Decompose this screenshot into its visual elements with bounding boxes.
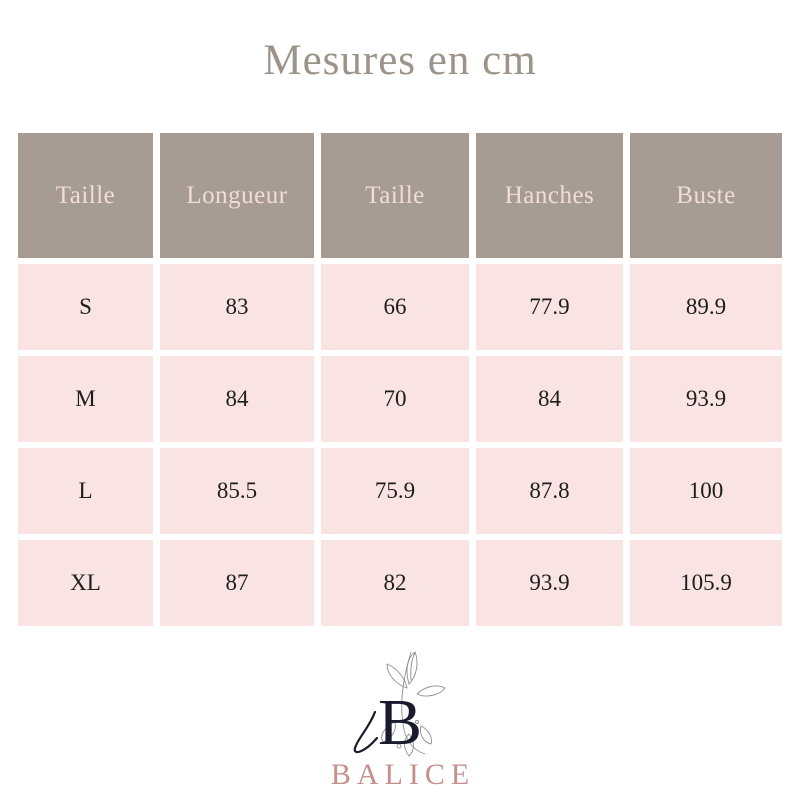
cell-xl-taille: 82 [321,540,469,626]
cell-m-longueur: 84 [160,356,314,442]
header-cell-taille-size: Taille [18,133,153,258]
cell-l-taille: 75.9 [321,448,469,534]
cell-s-buste: 89.9 [630,264,782,350]
header-cell-hanches: Hanches [476,133,623,258]
header-cell-buste: Buste [630,133,782,258]
page-title: Mesures en cm [263,37,537,84]
monogram-swash [353,710,379,754]
cell-s-taille: 66 [321,264,469,350]
cell-size-xl: XL [18,540,153,626]
cell-l-longueur: 85.5 [160,448,314,534]
monogram-letter: B [378,686,422,758]
cell-xl-longueur: 87 [160,540,314,626]
cell-m-buste: 93.9 [630,356,782,442]
brand-logo: B BALICE [0,650,800,791]
cell-l-hanches: 87.8 [476,448,623,534]
header-cell-longueur: Longueur [160,133,314,258]
floral-branch-icon [381,651,446,757]
cell-m-hanches: 84 [476,356,623,442]
brand-name: BALICE [330,758,476,791]
monogram-graphic: B [353,651,446,758]
header-cell-taille-waist: Taille [321,133,469,258]
cell-m-taille: 70 [321,356,469,442]
cell-l-buste: 100 [630,448,782,534]
cell-size-l: L [18,448,153,534]
size-table: Taille Longueur Taille Hanches Buste S 8… [18,133,782,626]
cell-xl-buste: 105.9 [630,540,782,626]
cell-xl-hanches: 93.9 [476,540,623,626]
cell-size-m: M [18,356,153,442]
cell-size-s: S [18,264,153,350]
cell-s-hanches: 77.9 [476,264,623,350]
cell-s-longueur: 83 [160,264,314,350]
